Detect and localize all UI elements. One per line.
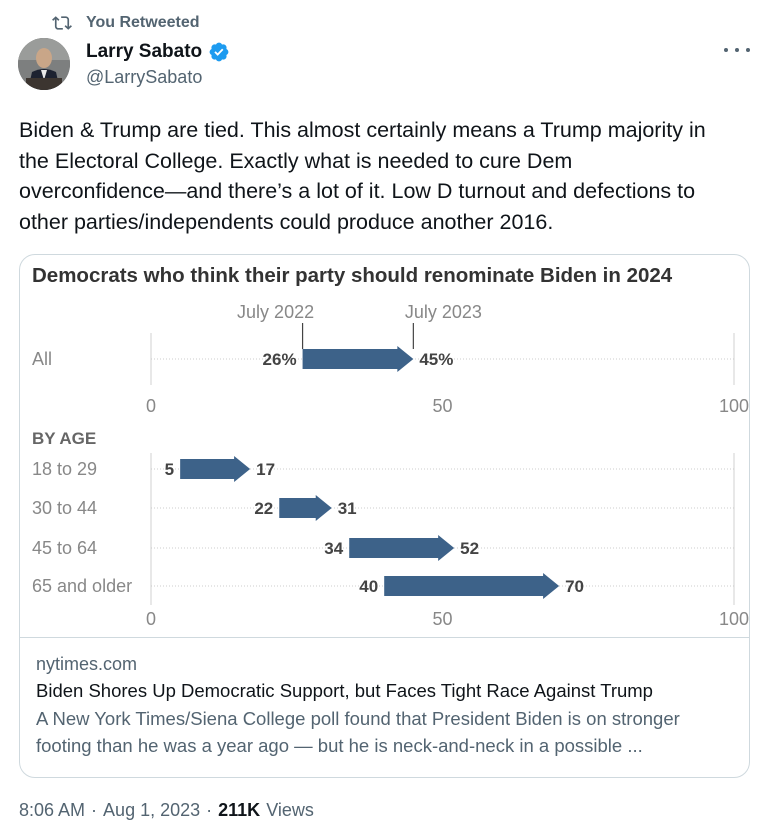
- card-description-line: footing than he was a year ago — but he …: [36, 735, 643, 756]
- retweet-icon: [52, 16, 72, 30]
- x-tick-label: 100: [719, 396, 749, 416]
- chart-title: Democrats who think their party should r…: [32, 264, 673, 287]
- change-arrow: [279, 495, 332, 521]
- more-dot-icon: [724, 48, 728, 52]
- verified-badge-icon: [209, 42, 229, 62]
- author-handle[interactable]: @LarrySabato: [86, 67, 203, 87]
- card-divider: [20, 637, 749, 638]
- x-tick-label: 0: [146, 396, 156, 416]
- meta-separator: ·: [206, 800, 213, 820]
- tweet-text-line: the Electoral College. Exactly what is n…: [19, 148, 573, 173]
- card-description-line: A New York Times/Siena College poll foun…: [36, 708, 680, 729]
- x-tick-label: 50: [432, 609, 452, 629]
- tweet-date[interactable]: Aug 1, 2023: [103, 800, 201, 820]
- x-tick-label: 50: [432, 396, 452, 416]
- tweet-text-line: overconfidence—and there’s a lot of it. …: [19, 179, 696, 203]
- from-value-label: 34: [324, 539, 343, 558]
- from-value-label: 26%: [263, 350, 297, 369]
- change-arrow: [384, 573, 560, 599]
- avatar-image: [18, 38, 70, 90]
- tweet-meta: 8:06 AM · Aug 1, 2023 · 211K Views: [19, 800, 314, 821]
- row-label: 65 and older: [32, 576, 132, 596]
- to-value-label: 17: [256, 460, 275, 479]
- change-arrow: [349, 535, 455, 561]
- to-value-label: 45%: [419, 350, 453, 369]
- from-period-label: July 2022: [237, 302, 314, 322]
- row-label: 30 to 44: [32, 498, 97, 518]
- retweet-indicator[interactable]: You Retweeted: [52, 12, 200, 34]
- renomination-chart: Democrats who think their party should r…: [32, 264, 749, 629]
- change-arrow: [180, 456, 251, 482]
- to-value-label: 70: [565, 577, 584, 596]
- more-options-button[interactable]: [724, 40, 750, 60]
- tweet-text: Biden & Trump are tied. This almost cert…: [19, 115, 749, 237]
- views-label: Views: [266, 800, 314, 820]
- tweet-text-line: Biden & Trump are tied. This almost cert…: [19, 118, 706, 142]
- author-name[interactable]: Larry Sabato: [86, 41, 203, 62]
- tweet-time[interactable]: 8:06 AM: [19, 800, 86, 820]
- from-value-label: 5: [165, 460, 174, 479]
- to-period-label: July 2023: [405, 302, 482, 322]
- from-value-label: 22: [254, 499, 273, 518]
- more-dot-icon: [746, 48, 750, 52]
- retweet-label: You Retweeted: [86, 14, 200, 31]
- views-count: 211K: [218, 800, 261, 820]
- author-block: Larry Sabato @LarrySabato: [86, 38, 230, 88]
- card-footer[interactable]: nytimes.com Biden Shores Up Democratic S…: [36, 651, 736, 759]
- row-label: All: [32, 349, 52, 369]
- from-value-label: 40: [359, 577, 378, 596]
- meta-separator: ·: [91, 800, 98, 820]
- tweet-text-line: other parties/independents could produce…: [19, 209, 554, 234]
- avatar[interactable]: [18, 38, 70, 90]
- section-label: BY AGE: [32, 429, 96, 448]
- author-name-row[interactable]: Larry Sabato: [86, 38, 230, 66]
- card-title[interactable]: Biden Shores Up Democratic Support, but …: [36, 680, 653, 701]
- x-tick-label: 100: [719, 609, 749, 629]
- link-card[interactable]: Democrats who think their party should r…: [19, 254, 750, 778]
- row-label: 18 to 29: [32, 459, 97, 479]
- card-domain: nytimes.com: [36, 654, 138, 674]
- more-dot-icon: [735, 48, 739, 52]
- x-tick-label: 0: [146, 609, 156, 629]
- row-label: 45 to 64: [32, 538, 97, 558]
- to-value-label: 31: [338, 499, 357, 518]
- to-value-label: 52: [460, 539, 479, 558]
- change-arrow: [302, 346, 414, 372]
